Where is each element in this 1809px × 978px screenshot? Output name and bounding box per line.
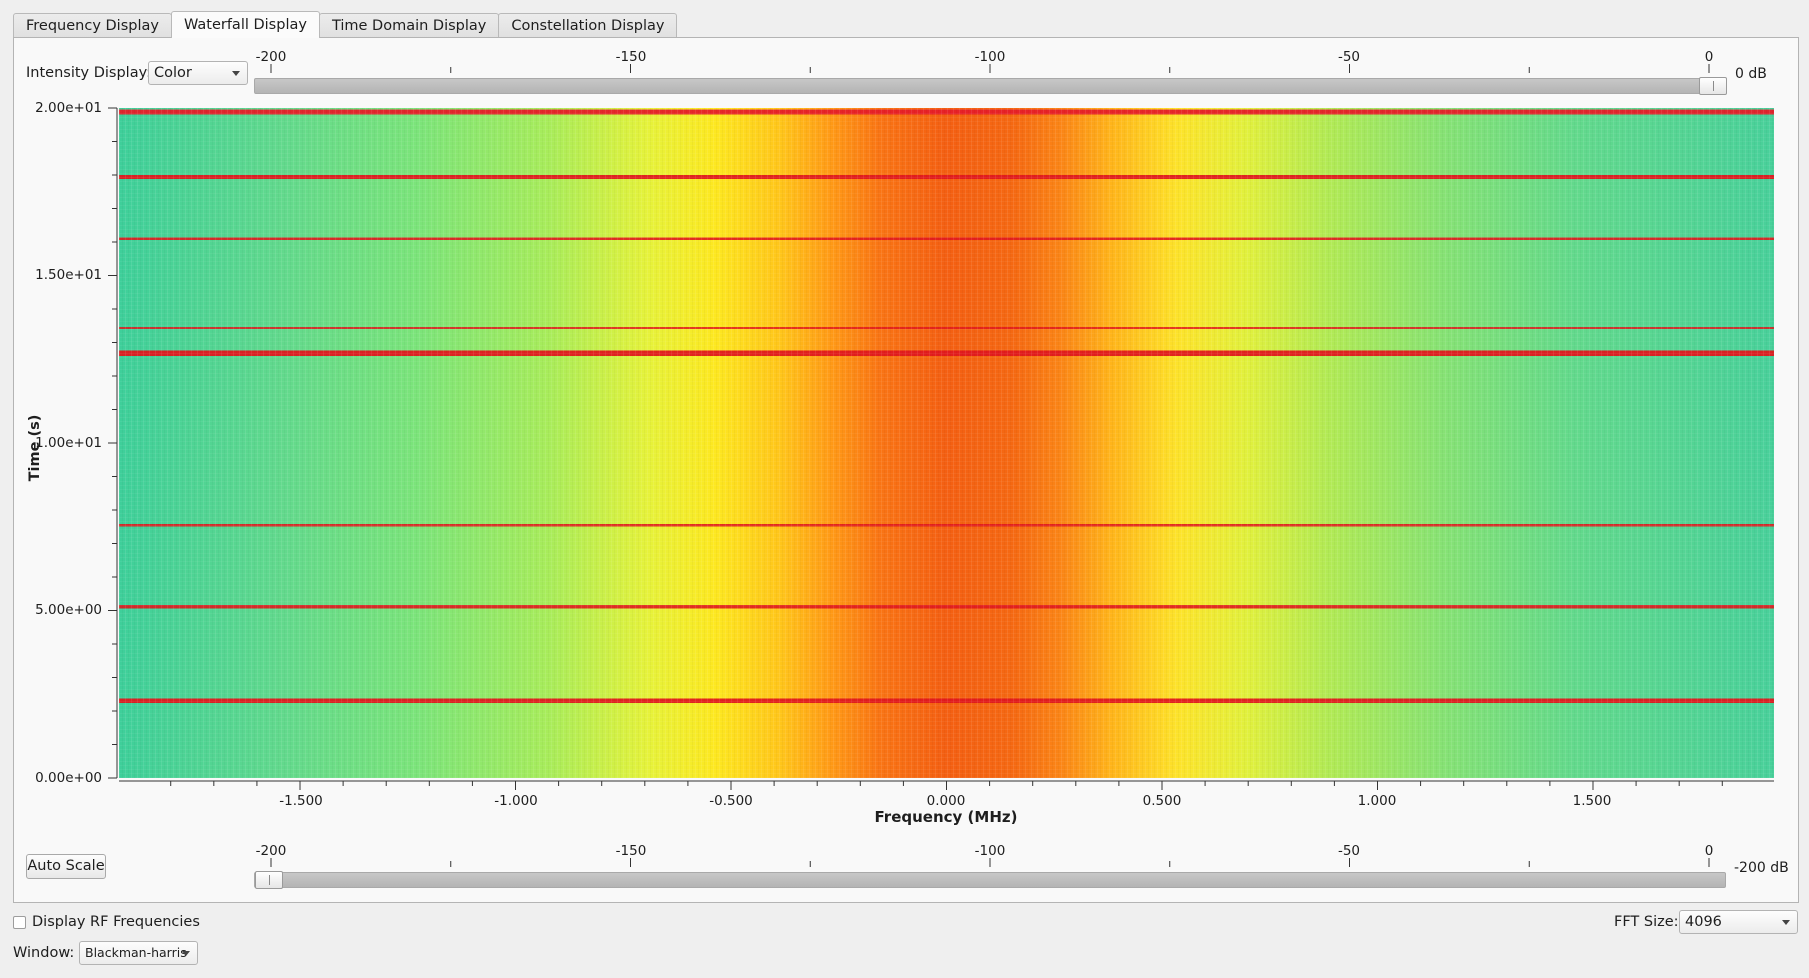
y-tick-label: 1.00e+01: [35, 435, 102, 451]
window-value: Blackman-harris: [85, 945, 187, 960]
display-rf-label: Display RF Frequencies: [32, 914, 200, 930]
chevron-down-icon: [232, 71, 240, 76]
y-tick-label: 1.50e+01: [35, 267, 102, 283]
display-rf-checkbox[interactable]: [13, 916, 26, 929]
y-tick-label: 0.00e+00: [35, 770, 102, 786]
top-intensity-slider[interactable]: [254, 77, 1727, 95]
top-scale-tick-label: -100: [975, 49, 1006, 65]
top-slider-handle[interactable]: [1699, 77, 1727, 95]
bottom-scale-tick-label: -200: [256, 843, 287, 859]
top-slider-value: 0 dB: [1735, 66, 1767, 82]
top-scale-tick-label: 0: [1705, 49, 1714, 65]
tab-constellation-display[interactable]: Constellation Display: [498, 13, 678, 38]
x-tick-label: 1.500: [1573, 793, 1612, 809]
waterfall-plot[interactable]: [119, 108, 1774, 778]
bottom-scale-tick-label: -150: [616, 843, 647, 859]
bottom-slider-handle[interactable]: [255, 871, 283, 889]
auto-scale-button[interactable]: Auto Scale: [26, 854, 106, 879]
top-scale-tick-label: -150: [616, 49, 647, 65]
y-tick-label: 2.00e+01: [35, 100, 102, 116]
x-tick-label: -1.500: [279, 793, 323, 809]
bottom-scale-tick-label: 0: [1705, 843, 1714, 859]
window-select[interactable]: Blackman-harris: [79, 941, 198, 965]
fft-size-select[interactable]: 4096: [1679, 910, 1798, 934]
y-tick-label: 5.00e+00: [35, 602, 102, 618]
x-tick-label: 0.500: [1143, 793, 1182, 809]
x-tick-label: -1.000: [494, 793, 538, 809]
tab-bar: Frequency Display Waterfall Display Time…: [13, 11, 678, 38]
bottom-scale-tick-label: -100: [975, 843, 1006, 859]
intensity-display-label: Intensity Display:: [26, 65, 151, 81]
tab-time-domain-display[interactable]: Time Domain Display: [318, 13, 500, 38]
y-axis: 2.00e+01 1.50e+01 1.00e+01 5.00e+00 0.00…: [35, 100, 118, 786]
fft-size-label: FFT Size:: [1614, 914, 1679, 930]
top-scale-tick-label: -50: [1338, 49, 1360, 65]
x-tick-label: 1.000: [1358, 793, 1397, 809]
tab-waterfall-display[interactable]: Waterfall Display: [170, 11, 320, 38]
intensity-display-select[interactable]: Color: [148, 61, 248, 85]
x-tick-label: 0.000: [927, 793, 966, 809]
top-intensity-scale: -200 -150 -100 -50 0: [256, 49, 1714, 73]
intensity-display-value: Color: [154, 65, 192, 81]
x-axis: -1.500 -1.000 -0.500 0.000 0.500 1.000 1…: [119, 780, 1774, 809]
top-scale-tick-label: -200: [256, 49, 287, 65]
bottom-intensity-scale: -200 -150 -100 -50 0: [256, 843, 1714, 867]
tab-frequency-display[interactable]: Frequency Display: [13, 13, 172, 38]
x-axis-label: Frequency (MHz): [874, 808, 1018, 826]
chevron-down-icon: [1782, 920, 1790, 925]
bottom-scale-tick-label: -50: [1338, 843, 1360, 859]
window-label: Window:: [13, 945, 75, 961]
x-tick-label: -0.500: [709, 793, 753, 809]
waterfall-noise-texture: [119, 108, 1774, 778]
chevron-down-icon: [182, 951, 190, 956]
fft-size-value: 4096: [1685, 914, 1722, 930]
bottom-intensity-slider[interactable]: [254, 871, 1726, 889]
bottom-slider-value: -200 dB: [1734, 860, 1789, 876]
